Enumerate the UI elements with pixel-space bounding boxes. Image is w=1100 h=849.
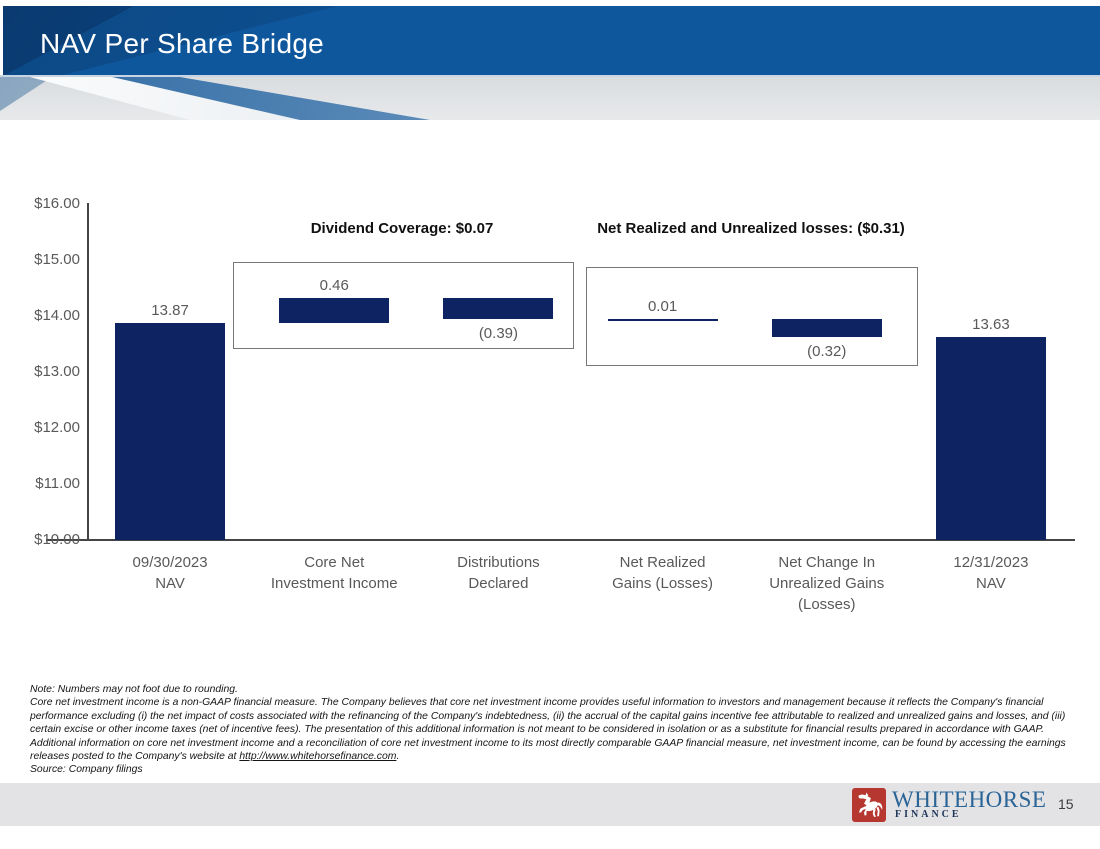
annotation-title: Dividend Coverage: $0.07 — [310, 220, 494, 237]
x-axis-category-label: Net Change In Unrealized Gains (Losses) — [769, 554, 885, 613]
bar-value-label: (0.39) — [478, 325, 518, 343]
y-axis-tick-label: $14.00 — [34, 307, 80, 324]
footnote-text: releases posted to the Company's website… — [30, 751, 240, 763]
bar-value-label: 13.63 — [972, 315, 1010, 333]
y-axis-tick-label: $13.00 — [34, 363, 80, 380]
bar-value-label: 13.87 — [151, 302, 189, 320]
bar-value-label: (0.32) — [807, 342, 847, 360]
title-bar: NAV Per Share Bridge — [3, 6, 1100, 75]
waterfall-bar — [443, 297, 554, 320]
footnote-line: certain excise or other income taxes (ne… — [30, 724, 1045, 736]
x-axis-category-label: Core Net Investment Income — [270, 554, 398, 592]
annotation-title: Net Realized and Unrealized losses: ($0.… — [597, 220, 905, 237]
y-axis-tick-label: $16.00 — [34, 195, 80, 212]
y-axis-tick-label: $11.00 — [35, 475, 80, 492]
page-number: 15 — [1058, 796, 1074, 812]
footnote-line: Note: Numbers may not foot due to roundi… — [30, 684, 238, 695]
waterfall-bar — [279, 297, 390, 324]
y-axis-line — [87, 203, 89, 541]
footer-band — [0, 783, 1100, 826]
x-axis-line — [46, 539, 1075, 541]
footnote-line: Additional information on core net inves… — [30, 737, 1066, 749]
waterfall-bar — [607, 318, 718, 321]
y-axis-tick-label: $10.00 — [34, 531, 80, 548]
waterfall-bar — [115, 323, 226, 540]
horse-icon — [852, 788, 886, 822]
bar-value-label: 0.01 — [647, 297, 678, 315]
header-decorative-strip — [0, 75, 1100, 120]
logo-name: WHITEHORSE — [892, 787, 1047, 812]
whitehorse-logo: WHITEHORSE FINANCE — [852, 788, 1046, 822]
x-axis-category-label: Distributions Declared — [457, 554, 540, 592]
footnote-line: releases posted to the Company's website… — [30, 750, 1092, 763]
x-axis-category-label: 12/31/2023 NAV — [953, 554, 1029, 592]
y-axis-tick-label: $12.00 — [34, 419, 80, 436]
company-website-link[interactable]: http://www.whitehorsefinance.com — [239, 751, 397, 763]
x-axis-category-label: 09/30/2023 NAV — [132, 554, 208, 592]
annotation-box — [586, 267, 918, 366]
bar-value-label: 0.46 — [319, 276, 349, 294]
logo-wordmark: WHITEHORSE FINANCE — [892, 788, 1046, 820]
footnote-text: . — [396, 751, 400, 763]
footnote-line: Core net investment income is a non-GAAP… — [30, 697, 1044, 709]
waterfall-bar — [771, 318, 882, 337]
x-axis-category-label: Net Realized Gains (Losses) — [612, 554, 714, 592]
source-line: Source: Company filings — [30, 764, 143, 776]
waterfall-bar — [935, 336, 1046, 540]
annotation-box — [233, 262, 574, 349]
nav-bridge-chart: $16.00 $15.00 $14.00 $13.00 $12.00 $11.00 $10.… — [34, 195, 1075, 613]
footnotes: Note: Numbers may not foot due to roundi… — [30, 683, 1092, 777]
logo-subtitle: FINANCE — [895, 809, 962, 820]
footnote-line: performance excluding (i) the net impact… — [30, 710, 1066, 722]
page-title: NAV Per Share Bridge — [40, 28, 325, 59]
y-axis-tick-label: $15.00 — [34, 251, 80, 268]
